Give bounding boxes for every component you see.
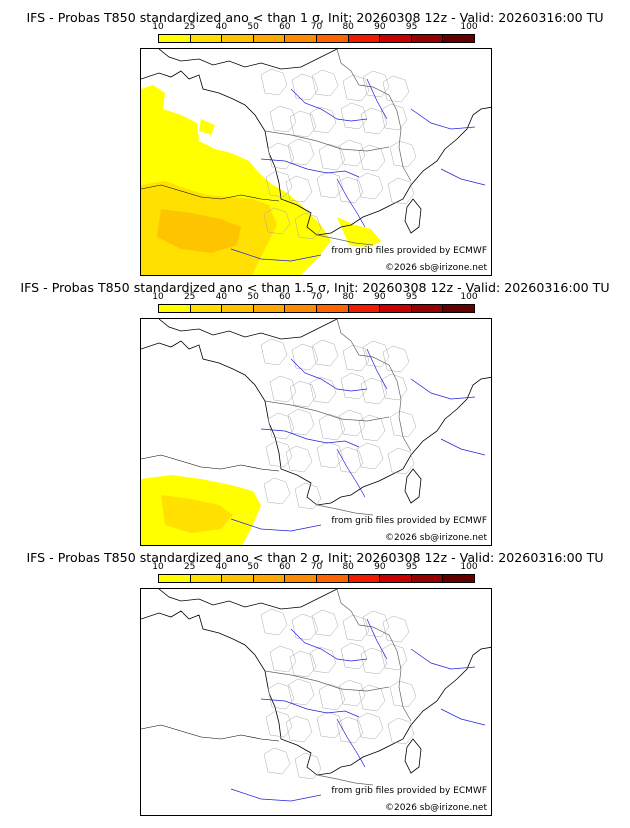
legend-swatch [348,575,381,582]
legend-swatch [285,35,317,42]
map-canvas [141,319,491,545]
legend-tick-label: 70 [310,562,323,572]
legend-tick-label: 70 [310,22,323,32]
legend-tick-label: 90 [374,292,386,302]
legend-swatch [443,575,474,582]
source-credit: from grib files provided by ECMWF [331,516,487,526]
legend-tick-label: 40 [215,562,228,572]
legend-tick-label: 25 [183,22,196,32]
legend-swatch [443,35,474,42]
source-credit: from grib files provided by ECMWF [331,786,487,796]
legend-tick-label: 10 [152,22,164,32]
legend-tick-label: 90 [374,22,386,32]
legend-tick-label: 25 [183,562,196,572]
color-legend [158,34,475,43]
map-canvas [141,49,491,275]
legend-tick-label: 70 [310,292,323,302]
color-legend [158,304,475,313]
legend-tick-label: 100 [460,22,478,32]
legend-tick-label: 95 [405,292,418,302]
forecast-panel-1: IFS - Probas T850 standardized ano < tha… [0,0,630,276]
legend-swatch [411,305,444,312]
probability-map: from grib files provided by ECMWF ©2026 … [140,48,492,276]
legend-tick-label: 40 [215,292,228,302]
legend-tick-label: 100 [460,562,478,572]
legend-swatch [253,305,286,312]
legend-swatch [411,35,444,42]
copyright-credit: ©2026 sb@irizone.net [385,263,487,273]
probability-map: from grib files provided by ECMWF ©2026 … [140,318,492,546]
legend-ticks: 10 25 40 50 60 70 80 90 95 100 [152,292,478,304]
probability-map: from grib files provided by ECMWF ©2026 … [140,588,492,816]
legend-swatch [222,305,254,312]
panel-title: IFS - Probas T850 standardized ano < tha… [26,550,604,565]
legend-swatch [159,35,191,42]
legend-tick-label: 80 [342,292,354,302]
copyright-credit: ©2026 sb@irizone.net [385,803,487,813]
legend-tick-label: 95 [405,562,418,572]
map-canvas [141,589,491,802]
copyright-credit: ©2026 sb@irizone.net [385,533,487,543]
legend-swatch [285,575,317,582]
legend-tick-label: 90 [374,562,386,572]
color-legend [158,574,475,583]
legend-tick-label: 50 [247,292,259,302]
legend-ticks: 10 25 40 50 60 70 80 90 95 100 [152,22,478,34]
legend-swatch [253,575,286,582]
legend-tick-label: 95 [405,22,418,32]
legend-tick-label: 50 [247,562,259,572]
legend-swatch [190,305,223,312]
source-credit: from grib files provided by ECMWF [331,246,487,256]
legend-swatch [316,35,349,42]
panel-title: IFS - Probas T850 standardized ano < tha… [20,280,610,295]
legend-ticks: 10 25 40 50 60 70 80 90 95 100 [152,562,478,574]
legend-tick-label: 80 [342,562,354,572]
legend-swatch [380,35,412,42]
legend-swatch [316,575,349,582]
legend-swatch [253,35,286,42]
forecast-panel-2: IFS - Probas T850 standardized ano < tha… [0,270,630,546]
legend-tick-label: 60 [279,562,291,572]
legend-tick-label: 25 [183,292,196,302]
legend-swatch [222,35,254,42]
legend-swatch [348,35,381,42]
legend-swatch [348,305,381,312]
legend-swatch [380,575,412,582]
legend-swatch [411,575,444,582]
legend-tick-label: 100 [460,292,478,302]
legend-swatch [316,305,349,312]
legend-tick-label: 10 [152,562,164,572]
legend-swatch [380,305,412,312]
legend-swatch [159,305,191,312]
legend-swatch [285,305,317,312]
legend-swatch [190,35,223,42]
legend-tick-label: 80 [342,22,354,32]
legend-swatch [222,575,254,582]
legend-tick-label: 10 [152,292,164,302]
forecast-panel-3: IFS - Probas T850 standardized ano < tha… [0,540,630,816]
legend-tick-label: 60 [279,22,291,32]
legend-swatch [190,575,223,582]
legend-swatch [443,305,474,312]
legend-tick-label: 60 [279,292,291,302]
legend-swatch [159,575,191,582]
panel-title: IFS - Probas T850 standardized ano < tha… [26,10,604,25]
legend-tick-label: 50 [247,22,259,32]
legend-tick-label: 40 [215,22,228,32]
